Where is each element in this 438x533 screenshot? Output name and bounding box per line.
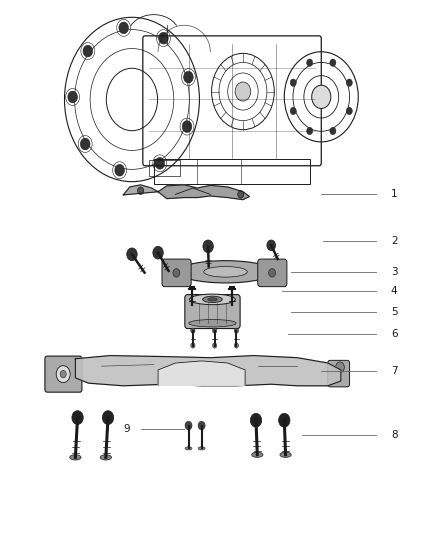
Text: 3: 3 xyxy=(391,267,398,277)
FancyBboxPatch shape xyxy=(185,295,240,328)
FancyBboxPatch shape xyxy=(162,259,191,287)
Circle shape xyxy=(235,82,251,101)
Circle shape xyxy=(191,328,195,333)
Ellipse shape xyxy=(198,447,205,450)
Circle shape xyxy=(307,127,313,135)
Circle shape xyxy=(138,187,144,195)
Bar xyxy=(149,160,180,176)
Circle shape xyxy=(251,414,261,427)
Circle shape xyxy=(336,362,344,373)
Circle shape xyxy=(290,107,296,115)
Circle shape xyxy=(60,370,66,378)
Circle shape xyxy=(127,248,137,261)
Circle shape xyxy=(330,127,336,135)
Text: 1: 1 xyxy=(391,189,398,199)
Circle shape xyxy=(185,421,192,430)
Ellipse shape xyxy=(190,294,235,305)
Ellipse shape xyxy=(189,319,236,327)
Ellipse shape xyxy=(252,452,263,457)
Text: 2: 2 xyxy=(391,236,398,246)
Ellipse shape xyxy=(280,452,291,457)
Circle shape xyxy=(268,269,276,277)
Circle shape xyxy=(153,246,163,259)
Circle shape xyxy=(279,414,290,427)
Circle shape xyxy=(72,411,83,424)
Ellipse shape xyxy=(70,455,81,460)
Circle shape xyxy=(191,343,195,348)
Circle shape xyxy=(212,343,217,348)
FancyBboxPatch shape xyxy=(328,360,350,387)
Circle shape xyxy=(267,240,276,251)
Text: 5: 5 xyxy=(391,306,398,317)
Circle shape xyxy=(68,91,78,103)
Circle shape xyxy=(198,421,205,430)
Circle shape xyxy=(155,158,165,169)
FancyBboxPatch shape xyxy=(45,356,82,392)
Circle shape xyxy=(173,269,180,277)
Ellipse shape xyxy=(100,455,112,460)
Circle shape xyxy=(203,240,213,253)
Circle shape xyxy=(234,328,239,333)
Ellipse shape xyxy=(208,298,217,301)
Circle shape xyxy=(119,22,128,34)
Circle shape xyxy=(307,59,313,67)
Circle shape xyxy=(159,33,168,44)
Circle shape xyxy=(312,85,331,109)
Circle shape xyxy=(346,107,352,115)
Circle shape xyxy=(115,164,124,176)
Polygon shape xyxy=(158,185,250,200)
Text: 6: 6 xyxy=(391,329,398,339)
Ellipse shape xyxy=(185,447,192,450)
Circle shape xyxy=(238,191,244,198)
Circle shape xyxy=(83,45,92,57)
Circle shape xyxy=(212,328,217,333)
Polygon shape xyxy=(123,185,158,195)
Circle shape xyxy=(182,121,192,132)
Ellipse shape xyxy=(203,296,222,303)
Circle shape xyxy=(330,59,336,67)
Circle shape xyxy=(346,79,352,86)
Circle shape xyxy=(56,366,70,383)
Bar xyxy=(154,159,311,184)
Circle shape xyxy=(290,79,296,86)
Text: 8: 8 xyxy=(391,430,398,440)
Text: 9: 9 xyxy=(123,424,130,434)
Text: 7: 7 xyxy=(391,367,398,376)
Polygon shape xyxy=(75,356,341,386)
Circle shape xyxy=(184,71,193,83)
Circle shape xyxy=(81,138,90,150)
Polygon shape xyxy=(158,361,245,385)
Circle shape xyxy=(102,411,114,424)
Circle shape xyxy=(234,343,239,348)
Ellipse shape xyxy=(178,261,273,283)
Text: 4: 4 xyxy=(391,286,398,296)
FancyBboxPatch shape xyxy=(258,259,287,287)
Ellipse shape xyxy=(204,266,247,277)
